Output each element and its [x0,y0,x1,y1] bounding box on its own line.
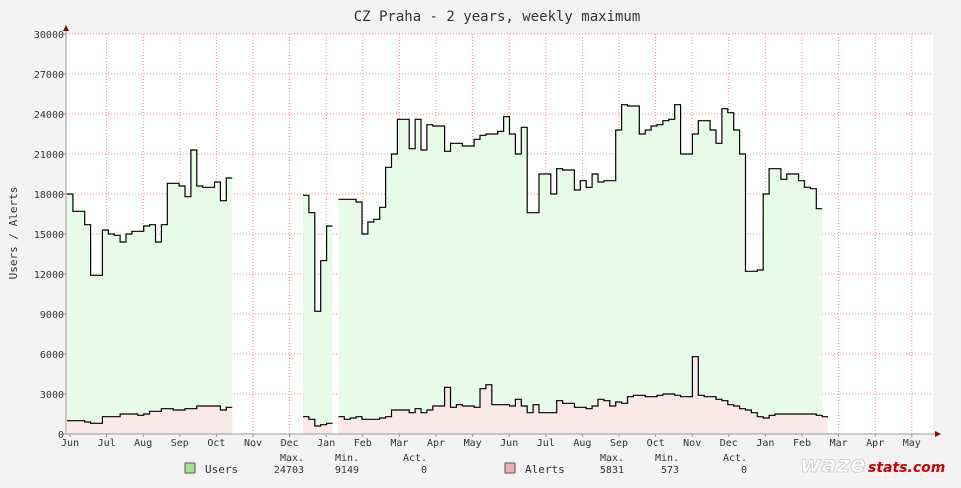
area-alerts [338,356,829,434]
y-tick-label: 0 [58,430,64,441]
y-tick-label: 21000 [34,150,64,161]
legend-header: Min. [655,453,679,464]
area-alerts [303,416,333,434]
area-users [338,104,823,434]
y-axis-label: Users / Alerts [7,187,20,280]
legend-value: 24703 [274,465,304,476]
x-tick-label: Jun [61,438,79,449]
legend: Max. Min. Act. Users 24703 9149 0 Max. Min. Act. A… [184,453,747,476]
logo-stats: stats.com [868,460,945,476]
areas [67,104,829,434]
y-tick-label: 12000 [34,270,64,281]
axes [63,25,941,437]
x-axis-arrow [935,431,941,437]
x-tick-label: Feb [354,438,372,449]
x-tick-label: Jul [98,438,116,449]
x-tick-label: Mar [390,438,408,449]
x-tick-label: Apr [427,438,445,449]
legend-value: 0 [421,465,427,476]
chart-title: CZ Praha - 2 years, weekly maximum [354,9,641,25]
x-tick-label: May [464,438,482,449]
legend-swatch-alerts [504,462,516,474]
legend-header: Max. [280,453,304,464]
x-tick-label: May [903,438,921,449]
x-tick-label: Dec [281,438,299,449]
x-tick-label: Oct [207,438,225,449]
line-alerts [303,416,333,427]
legend-label: Users [205,463,238,476]
legend-header: Act. [723,453,747,464]
x-tick-label: Dec [720,438,738,449]
line-users [67,149,233,276]
legend-header: Act. [403,453,427,464]
x-tick-label: Sep [171,438,189,449]
x-tick-label: Aug [134,438,152,449]
legend-header: Min. [335,453,359,464]
x-tick-label: Nov [244,438,262,449]
x-tick-label: Mar [830,438,848,449]
x-tick-label: Nov [683,438,701,449]
legend-value: 573 [661,465,679,476]
wazestats-logo: waze stats.com [800,452,946,479]
y-tick-label: 9000 [40,310,64,321]
x-tick-label: Jan [317,438,335,449]
x-tick-label: Apr [866,438,884,449]
legend-value: 9149 [335,465,359,476]
y-tick-label: 30000 [34,30,64,41]
tick-labels: 0 3000 6000 9000 12000 15000 18000 21000 24000 27… [34,30,921,449]
x-tick-label: Aug [573,438,591,449]
legend-value: 0 [741,465,747,476]
legend-label: Alerts [525,463,565,476]
area-users [303,195,333,434]
legend-swatch-users [184,462,196,474]
y-tick-label: 24000 [34,110,64,121]
legend-header: Max. [600,453,624,464]
x-tick-label: Jul [537,438,555,449]
y-axis-arrow [63,25,69,31]
x-tick-label: Jan [756,438,774,449]
line-alerts [338,356,829,420]
line-alerts [67,405,233,424]
x-tick-label: Feb [793,438,811,449]
logo-waze: waze [800,452,866,478]
x-tick-label: Jun [500,438,518,449]
legend-value: 5831 [600,465,624,476]
y-tick-label: 27000 [34,70,64,81]
area-users [67,150,233,434]
x-tick-label: Sep [610,438,628,449]
y-tick-label: 18000 [34,190,64,201]
line-users [303,194,333,312]
y-tick-label: 15000 [34,230,64,241]
area-alerts [67,406,233,434]
y-tick-label: 3000 [40,390,64,401]
y-tick-label: 6000 [40,350,64,361]
line-users [338,104,823,272]
x-tick-label: Oct [647,438,665,449]
